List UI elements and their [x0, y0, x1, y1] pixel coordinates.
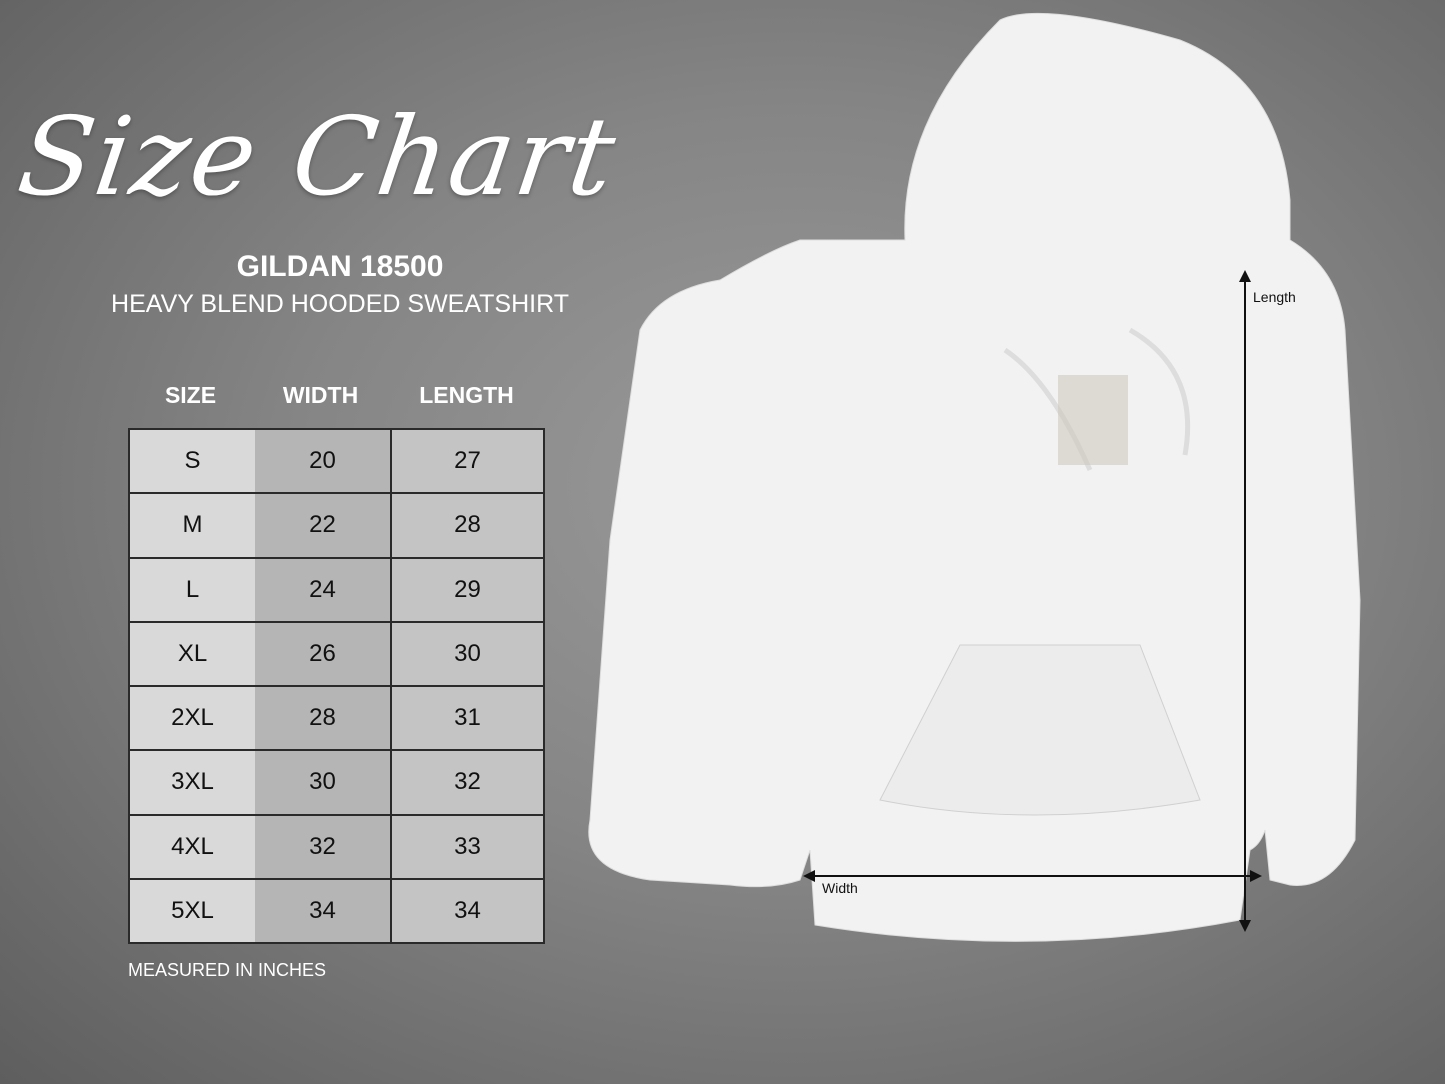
table-row: M 22 28: [128, 492, 545, 559]
hoodie-pocket: [879, 644, 1201, 816]
size-cell: 5XL: [128, 877, 255, 945]
width-cell: 20: [255, 427, 392, 495]
table-row: 2XL 28 31: [128, 684, 545, 752]
width-cell: 22: [255, 492, 392, 559]
size-cell: XL: [128, 620, 255, 688]
table-row: 5XL 34 34: [128, 877, 545, 945]
width-cell: 30: [255, 749, 392, 816]
header-length: LENGTH: [419, 382, 514, 408]
length-cell: 31: [390, 684, 545, 752]
size-cell: 3XL: [128, 749, 255, 816]
brand-description: HEAVY BLEND HOODED SWEATSHIRT: [111, 290, 569, 318]
width-label: Width: [822, 880, 858, 896]
header-size: SIZE: [164, 382, 217, 408]
brand-model: GILDAN 18500: [236, 250, 444, 283]
hoodie-body: [588, 12, 1361, 942]
width-cell: 34: [255, 877, 392, 945]
length-label: Length: [1253, 289, 1296, 305]
dalmatian-print: [1058, 375, 1128, 465]
table-row: 4XL 32 33: [128, 813, 545, 880]
table-row: 3XL 30 32: [128, 749, 545, 816]
table-row: XL 26 30: [128, 620, 545, 688]
size-cell: M: [128, 492, 255, 559]
drawstring-right: [1128, 327, 1191, 456]
size-cell: L: [128, 556, 255, 623]
length-cell: 34: [390, 877, 545, 945]
length-cell: 33: [390, 813, 545, 880]
size-table: S 20 27 M 22 28 L 24 29 XL 26 30 2XL 28 31 3XL 30 32 4XL 32…: [128, 427, 545, 945]
size-cell: S: [128, 427, 255, 495]
length-cell: 28: [390, 492, 545, 559]
width-cell: 26: [255, 620, 392, 688]
size-cell: 2XL: [128, 684, 255, 752]
measurement-note: MEASURED IN INCHES: [128, 960, 327, 980]
width-cell: 32: [255, 813, 392, 880]
length-cell: 27: [390, 427, 545, 495]
width-cell: 28: [255, 684, 392, 752]
length-cell: 30: [390, 620, 545, 688]
table-row: L 24 29: [128, 556, 545, 623]
header-width: WIDTH: [282, 382, 359, 408]
length-cell: 29: [390, 556, 545, 623]
table-row: S 20 27: [128, 427, 545, 495]
length-cell: 32: [390, 749, 545, 816]
width-cell: 24: [255, 556, 392, 623]
size-cell: 4XL: [128, 813, 255, 880]
